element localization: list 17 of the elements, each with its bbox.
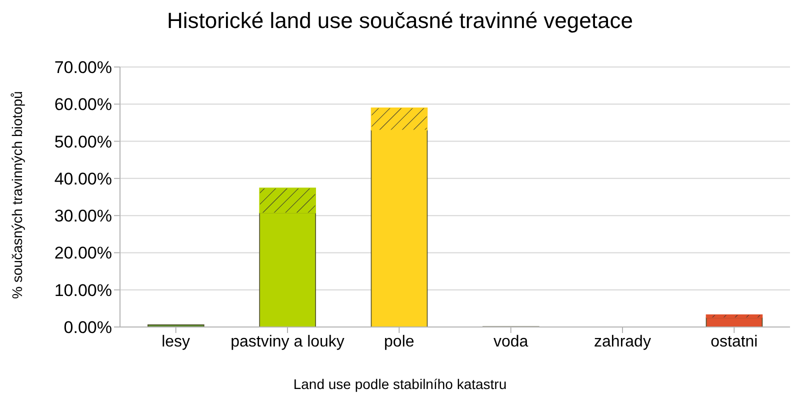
y-tick-label: 60.00% [54,95,112,114]
chart-title: Historické land use současné travinné vegetace [166,8,634,34]
y-tick-label: 50.00% [54,132,112,152]
x-tick-label: voda [493,333,528,350]
x-tick-label: pastviny a louky [230,333,344,350]
y-tick-label: 0.00% [64,318,112,338]
y-tick-label: 70.00% [54,58,112,78]
x-tick-label: lesy [162,333,190,350]
y-tick-label: 30.00% [54,206,112,226]
x-tick-label: zahrady [594,333,651,350]
y-tick-label: 40.00% [54,169,112,188]
y-tick-label: 20.00% [54,244,112,263]
x-tick-label: pole [384,333,414,350]
x-tick-label: ostatni [710,333,758,350]
y-tick-label: 10.00% [54,280,112,300]
x-axis-title: Land use podle stabilního katastru [292,376,508,392]
y-axis-title: % současných travinných biotopů [9,91,25,299]
